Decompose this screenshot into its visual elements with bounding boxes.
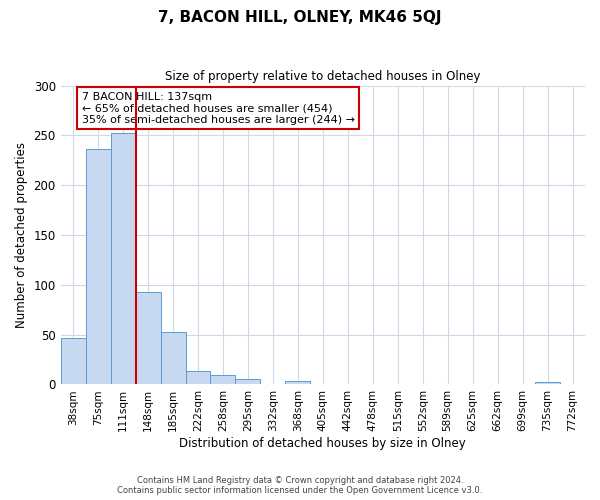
Bar (61, 338, 86, 384)
Y-axis label: Number of detached properties: Number of detached properties (15, 142, 28, 328)
Bar (136, 292, 161, 384)
Text: Contains HM Land Registry data © Crown copyright and database right 2024.
Contai: Contains HM Land Registry data © Crown c… (118, 476, 482, 495)
Title: Size of property relative to detached houses in Olney: Size of property relative to detached ho… (165, 70, 481, 83)
Text: 7, BACON HILL, OLNEY, MK46 5QJ: 7, BACON HILL, OLNEY, MK46 5QJ (158, 10, 442, 25)
X-axis label: Distribution of detached houses by size in Olney: Distribution of detached houses by size … (179, 437, 466, 450)
Bar (535, 382, 560, 384)
Bar (185, 370, 211, 384)
Text: 7 BACON HILL: 137sqm
← 65% of detached houses are smaller (454)
35% of semi-deta: 7 BACON HILL: 137sqm ← 65% of detached h… (82, 92, 355, 124)
Bar (161, 332, 185, 384)
Bar (235, 380, 260, 384)
Bar (286, 382, 310, 384)
Bar (110, 134, 136, 384)
Bar (211, 376, 235, 384)
Bar (86, 150, 110, 384)
